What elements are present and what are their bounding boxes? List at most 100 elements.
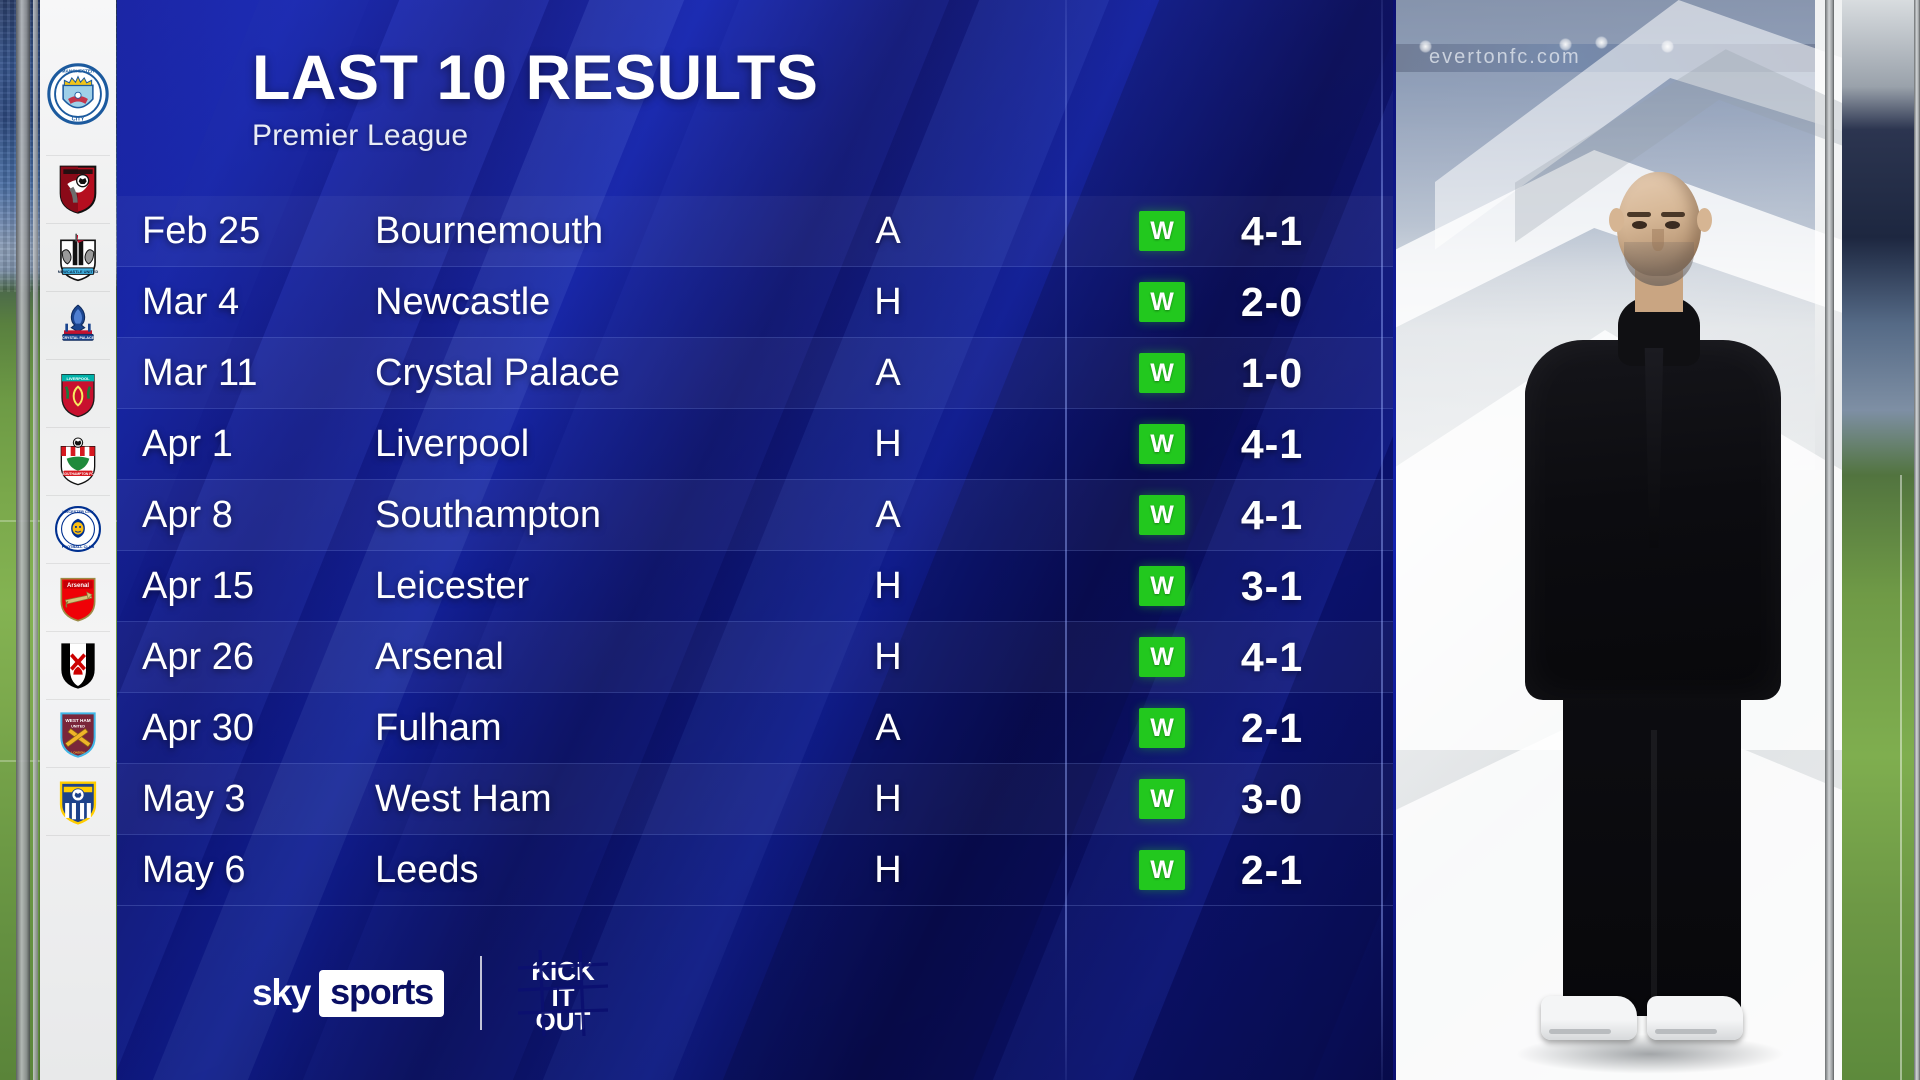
page-title: LAST 10 RESULTS — [252, 43, 819, 113]
svg-text:FOOTBALL CLUB: FOOTBALL CLUB — [62, 545, 95, 549]
svg-text:SOUTHAMPTON FC: SOUTHAMPTON FC — [62, 472, 94, 476]
header-block: LAST 10 RESULTS Premier League — [252, 46, 818, 153]
svg-text:WEST HAM: WEST HAM — [65, 718, 90, 723]
figure-nose — [1652, 229, 1664, 251]
rail-separator — [46, 631, 110, 632]
table-row[interactable]: Apr 30 Fulham A W 2-1 — [117, 693, 1395, 764]
crest-southampton: SOUTHAMPTON FC — [40, 432, 116, 490]
figure-eye-right — [1665, 221, 1680, 229]
row-date: Apr 8 — [142, 493, 233, 536]
stadium-post — [16, 0, 30, 1080]
table-row[interactable]: Feb 25 Bournemouth A W 4-1 — [117, 196, 1395, 267]
column-divider — [1065, 0, 1067, 1080]
row-date: Apr 15 — [142, 564, 254, 607]
svg-text:CRYSTAL PALACE: CRYSTAL PALACE — [62, 336, 95, 340]
svg-text:LONDON: LONDON — [71, 750, 84, 754]
results-panel: LAST 10 RESULTS Premier League Feb 25 Bou… — [117, 0, 1395, 1080]
panel-edge — [1393, 0, 1396, 1080]
row-opponent: West Ham — [375, 777, 552, 820]
footer-logos: sky sports KICK IT OUT — [252, 950, 608, 1036]
table-row[interactable]: Mar 4 Newcastle H W 2-0 — [117, 267, 1395, 338]
row-opponent: Liverpool — [375, 422, 530, 465]
svg-text:Arsenal: Arsenal — [67, 583, 89, 589]
row-opponent: Fulham — [375, 706, 502, 749]
row-score: 4-1 — [1240, 633, 1304, 680]
row-score: 1-0 — [1240, 349, 1304, 396]
figure-shadow — [1515, 1034, 1785, 1074]
row-venue: H — [874, 635, 902, 678]
row-result-badge: W — [1139, 566, 1185, 606]
presenter-photo-region: evertonfc.com — [1395, 0, 1920, 1080]
kick-it-out-logo: KICK IT OUT — [517, 950, 608, 1036]
table-row[interactable]: Apr 15 Leicester H W 3-1 — [117, 551, 1395, 622]
row-venue: H — [874, 848, 902, 891]
rail-separator — [46, 155, 110, 156]
opponent-crest-rail: MANCHESTER CITY — [40, 0, 116, 1080]
row-result-badge: W — [1139, 708, 1185, 748]
figure-brow-right — [1661, 212, 1685, 217]
row-opponent: Leicester — [375, 564, 530, 607]
figure-ear-right — [1697, 208, 1712, 232]
rail-separator — [46, 767, 110, 768]
crest-newcastle: NEWCASTLE UNITED — [40, 228, 116, 286]
row-result-badge: W — [1139, 424, 1185, 464]
crest-liverpool: LIVERPOOL — [40, 364, 116, 422]
row-opponent: Bournemouth — [375, 209, 604, 252]
advert-text: evertonfc.com — [1429, 46, 1581, 68]
table-row[interactable]: May 3 West Ham H W 3-0 — [117, 764, 1395, 835]
row-result-badge: W — [1139, 779, 1185, 819]
stadium-post — [33, 0, 38, 1080]
row-venue: A — [875, 351, 901, 394]
figure-legs — [1563, 676, 1741, 1016]
table-row[interactable]: Mar 11 Crystal Palace A W 1-0 — [117, 338, 1395, 409]
table-row[interactable]: Apr 1 Liverpool H W 4-1 — [117, 409, 1395, 480]
row-venue: A — [875, 706, 901, 749]
row-date: Apr 1 — [142, 422, 233, 465]
row-result-badge: W — [1139, 850, 1185, 890]
row-opponent: Southampton — [375, 493, 602, 536]
panel-right-divider — [1381, 0, 1383, 1080]
row-result-badge: W — [1139, 353, 1185, 393]
right-stadium-strip — [1842, 0, 1920, 1080]
crest-bournemouth — [40, 160, 116, 218]
rail-separator — [46, 563, 110, 564]
row-venue: H — [874, 280, 902, 323]
svg-text:LEICESTER CITY: LEICESTER CITY — [62, 510, 94, 514]
figure-shoe-right — [1647, 996, 1743, 1040]
row-score: 4-1 — [1240, 420, 1304, 467]
figure-leg-split — [1651, 730, 1657, 1010]
rail-separator — [46, 699, 110, 700]
row-date: Mar 11 — [142, 351, 258, 394]
sports-word: sports — [319, 969, 444, 1017]
figure-lapel — [1644, 348, 1664, 548]
row-venue: H — [874, 422, 902, 465]
table-row[interactable]: May 6 Leeds H W 2-1 — [117, 835, 1395, 906]
table-row[interactable]: Apr 8 Southampton A W 4-1 — [117, 480, 1395, 551]
stadium-post — [1914, 0, 1920, 1080]
row-score: 2-1 — [1240, 704, 1304, 751]
sky-word: sky — [252, 972, 311, 1013]
figure-brow-left — [1627, 212, 1651, 217]
row-result-badge: W — [1139, 282, 1185, 322]
row-opponent: Crystal Palace — [375, 351, 620, 394]
row-score: 3-0 — [1240, 775, 1304, 822]
figure-eye-left — [1632, 221, 1647, 229]
row-score: 2-1 — [1240, 846, 1304, 893]
table-row[interactable]: Apr 26 Arsenal H W 4-1 — [117, 622, 1395, 693]
stadium-post — [1825, 0, 1834, 1080]
svg-text:LIVERPOOL: LIVERPOOL — [66, 376, 90, 381]
row-score: 4-1 — [1240, 207, 1304, 254]
crest-fulham — [40, 636, 116, 694]
rail-separator — [46, 359, 110, 360]
crest-manchester-city: MANCHESTER CITY — [40, 46, 116, 142]
rail-separator — [46, 835, 110, 836]
row-venue: H — [874, 777, 902, 820]
row-result-badge: W — [1139, 637, 1185, 677]
crest-crystal-palace: CRYSTAL PALACE — [40, 296, 116, 354]
row-date: May 3 — [142, 777, 246, 820]
svg-text:NEWCASTLE UNITED: NEWCASTLE UNITED — [58, 269, 99, 274]
row-venue: A — [875, 493, 901, 536]
row-date: May 6 — [142, 848, 246, 891]
svg-text:MANCHESTER: MANCHESTER — [62, 68, 95, 73]
